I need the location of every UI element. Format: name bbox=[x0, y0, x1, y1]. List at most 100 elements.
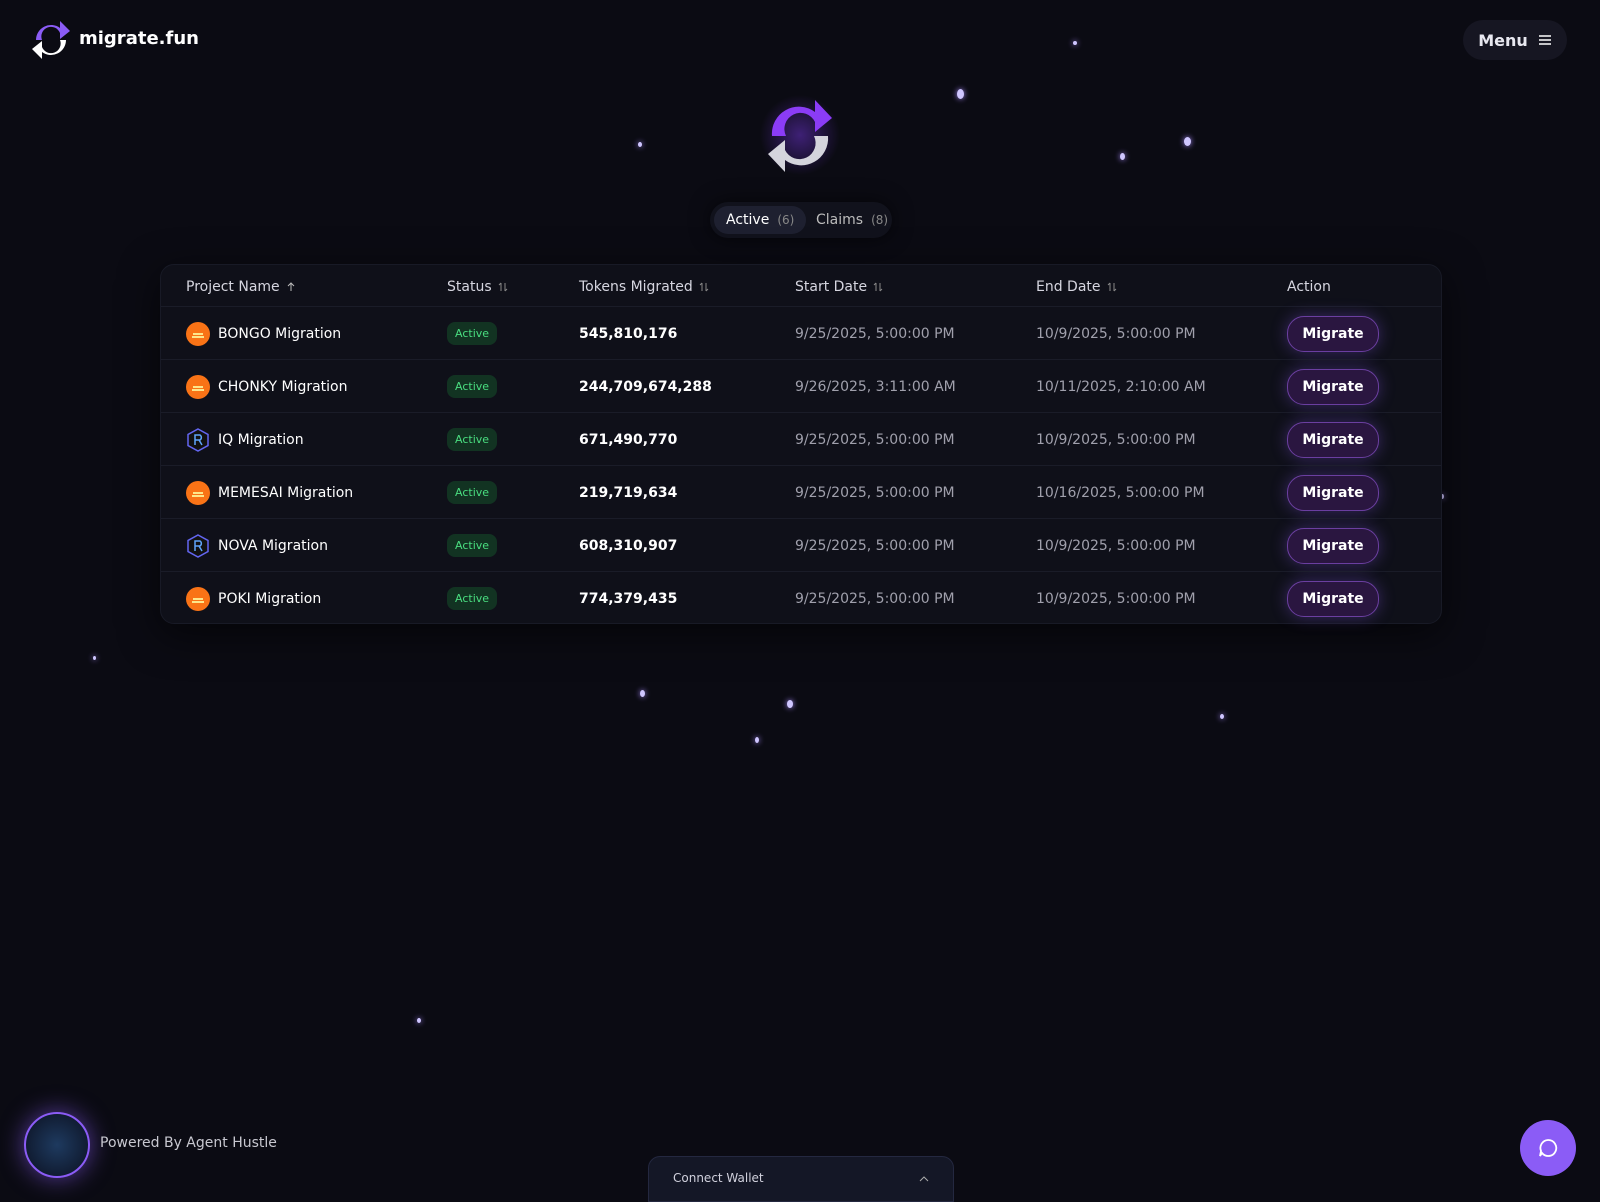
tab-label: Active bbox=[726, 212, 770, 228]
status-badge: Active bbox=[447, 587, 498, 610]
end-date: 10/9/2025, 5:00:00 PM bbox=[1036, 325, 1196, 342]
logo[interactable] bbox=[30, 18, 72, 66]
star bbox=[1220, 714, 1224, 719]
tab-count: (6) bbox=[777, 213, 795, 227]
tokens-migrated: 608,310,907 bbox=[579, 537, 678, 554]
action-cell: Migrate bbox=[1287, 466, 1379, 519]
start-date: 9/26/2025, 3:11:00 AM bbox=[795, 378, 956, 395]
status-cell: Active bbox=[447, 572, 498, 625]
migrate-button[interactable]: Migrate bbox=[1287, 315, 1379, 352]
column-header[interactable]: Status bbox=[447, 279, 509, 295]
migrate-button[interactable]: Migrate bbox=[1287, 580, 1379, 617]
star bbox=[93, 656, 96, 660]
migrate-button[interactable]: Migrate bbox=[1287, 474, 1379, 511]
project-icon bbox=[187, 427, 209, 452]
star bbox=[640, 690, 645, 697]
end-date: 10/16/2025, 5:00:00 PM bbox=[1036, 484, 1205, 501]
column-label: Start Date bbox=[795, 279, 868, 295]
status-cell: Active bbox=[447, 360, 498, 413]
column-header: Action bbox=[1287, 279, 1331, 295]
tab-claims[interactable]: Claims (8) bbox=[804, 206, 900, 234]
table-row: NOVA Migration Active 608,310,907 9/25/2025… bbox=[161, 518, 1441, 572]
project-cell: MEMESAI Migration bbox=[186, 466, 353, 519]
sort-icon bbox=[1107, 282, 1116, 292]
chat-button[interactable] bbox=[1520, 1120, 1576, 1176]
chevron bbox=[919, 1176, 929, 1182]
table-row: POKI Migration Active 774,379,435 9/25/2025… bbox=[161, 571, 1441, 625]
project-name: POKI Migration bbox=[218, 590, 322, 607]
table-row: CHONKY Migration Active 244,709,674,288 9/2… bbox=[161, 359, 1441, 413]
status-cell: Active bbox=[447, 519, 498, 572]
column-header[interactable]: Tokens Migrated bbox=[579, 279, 710, 295]
menu-icon bbox=[1538, 35, 1551, 45]
column-label: Project Name bbox=[186, 279, 280, 295]
star bbox=[1184, 137, 1191, 146]
action-cell: Migrate bbox=[1287, 413, 1379, 466]
action-cell: Migrate bbox=[1287, 572, 1379, 625]
hero-icon bbox=[760, 95, 840, 175]
action-cell: Migrate bbox=[1287, 307, 1379, 360]
column-label: Action bbox=[1287, 279, 1331, 295]
status-cell: Active bbox=[447, 413, 498, 466]
column-label: End Date bbox=[1036, 279, 1101, 295]
migrate-button[interactable]: Migrate bbox=[1287, 527, 1379, 564]
project-name: BONGO Migration bbox=[218, 325, 342, 342]
project-name: CHONKY Migration bbox=[218, 378, 348, 395]
table-row: IQ Migration Active 671,490,770 9/25/2025, … bbox=[161, 412, 1441, 466]
start-date: 9/25/2025, 5:00:00 PM bbox=[795, 431, 955, 448]
sort-icon bbox=[699, 282, 709, 292]
project-icon bbox=[186, 586, 210, 611]
tokens-migrated: 774,379,435 bbox=[579, 590, 678, 607]
end-date: 10/9/2025, 5:00:00 PM bbox=[1036, 431, 1196, 448]
powered-by[interactable]: Powered By Agent Hustle bbox=[100, 1135, 277, 1151]
project-name: IQ Migration bbox=[218, 431, 304, 448]
star bbox=[1073, 41, 1077, 45]
project-name: NOVA Migration bbox=[218, 537, 328, 554]
project-cell: IQ Migration bbox=[186, 413, 304, 466]
star bbox=[638, 142, 642, 147]
start-date: 9/25/2025, 5:00:00 PM bbox=[795, 590, 955, 607]
project-cell: CHONKY Migration bbox=[186, 360, 348, 413]
chat-icon bbox=[1539, 1139, 1558, 1157]
star bbox=[1120, 153, 1125, 160]
tab-label: Claims bbox=[816, 212, 864, 228]
tokens-migrated: 219,719,634 bbox=[579, 484, 678, 501]
agent-avatar[interactable] bbox=[24, 1112, 90, 1178]
end-date: 10/9/2025, 5:00:00 PM bbox=[1036, 537, 1196, 554]
end-date: 10/9/2025, 5:00:00 PM bbox=[1036, 590, 1196, 607]
star bbox=[417, 1018, 421, 1023]
star bbox=[1441, 494, 1444, 499]
project-icon bbox=[186, 321, 210, 346]
status-cell: Active bbox=[447, 307, 498, 360]
migrations-table: Project Name Status Tokens Migrated Start D… bbox=[160, 264, 1442, 624]
end-date: 10/11/2025, 2:10:00 AM bbox=[1036, 378, 1206, 395]
project-cell: BONGO Migration bbox=[186, 307, 341, 360]
menu-button[interactable]: Menu bbox=[1463, 20, 1567, 60]
tokens-migrated: 671,490,770 bbox=[579, 431, 678, 448]
table-row: MEMESAI Migration Active 219,719,634 9/25/2… bbox=[161, 465, 1441, 519]
tab-active[interactable]: Active (6) bbox=[714, 206, 807, 234]
tab-count: (8) bbox=[871, 213, 889, 227]
menu-label: Menu bbox=[1478, 30, 1528, 50]
star bbox=[957, 89, 964, 99]
connect-wallet[interactable]: Connect Wallet bbox=[648, 1156, 954, 1202]
start-date: 9/25/2025, 5:00:00 PM bbox=[795, 537, 955, 554]
status-badge: Active bbox=[447, 322, 498, 345]
table-row: BONGO Migration Active 545,810,176 9/25/202… bbox=[161, 306, 1441, 360]
start-date: 9/25/2025, 5:00:00 PM bbox=[795, 484, 955, 501]
project-icon bbox=[186, 374, 210, 399]
migrate-button[interactable]: Migrate bbox=[1287, 368, 1379, 405]
column-label: Tokens Migrated bbox=[579, 279, 693, 295]
column-header[interactable]: End Date bbox=[1036, 279, 1118, 295]
star bbox=[755, 737, 759, 743]
logo-text[interactable]: migrate.fun bbox=[79, 28, 199, 49]
status-badge: Active bbox=[447, 481, 498, 504]
migrate-button[interactable]: Migrate bbox=[1287, 421, 1379, 458]
column-header[interactable]: Start Date bbox=[795, 279, 884, 295]
action-cell: Migrate bbox=[1287, 519, 1379, 572]
star bbox=[787, 700, 793, 708]
project-name: MEMESAI Migration bbox=[218, 484, 354, 501]
column-header[interactable]: Project Name bbox=[186, 279, 297, 295]
wallet-label: Connect Wallet bbox=[673, 1171, 764, 1185]
